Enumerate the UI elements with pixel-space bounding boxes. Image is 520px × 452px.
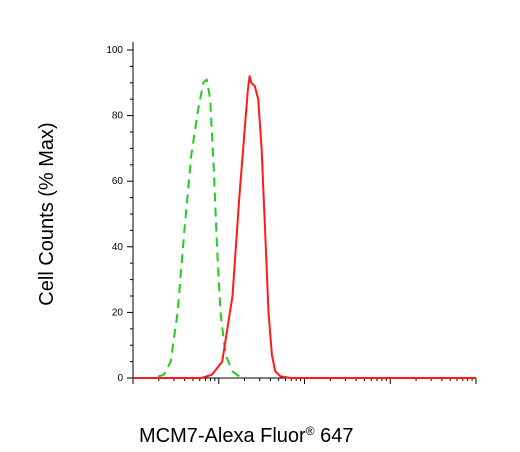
y-tick-label: 0 xyxy=(117,373,123,384)
y-tick-label: 20 xyxy=(112,307,124,318)
y-axis: 0 20 40 60 80 100 xyxy=(106,42,134,384)
x-axis-title-superscript: ® xyxy=(306,424,315,438)
series-group xyxy=(133,75,476,379)
x-axis-title-suffix: 647 xyxy=(315,425,354,447)
y-tick-label: 60 xyxy=(112,176,124,187)
series-line-dashed-green xyxy=(143,78,247,379)
y-tick-label: 40 xyxy=(112,242,124,253)
y-tick-label: 80 xyxy=(112,111,124,122)
x-axis-title-main: MCM7-Alexa Fluor xyxy=(139,425,306,447)
x-axis-title: MCM7-Alexa Fluor® 647 xyxy=(139,424,353,447)
y-tick-label: 100 xyxy=(106,45,123,56)
series-line-solid-red xyxy=(133,75,476,379)
y-axis-title: Cell Counts (% Max) xyxy=(36,122,58,305)
